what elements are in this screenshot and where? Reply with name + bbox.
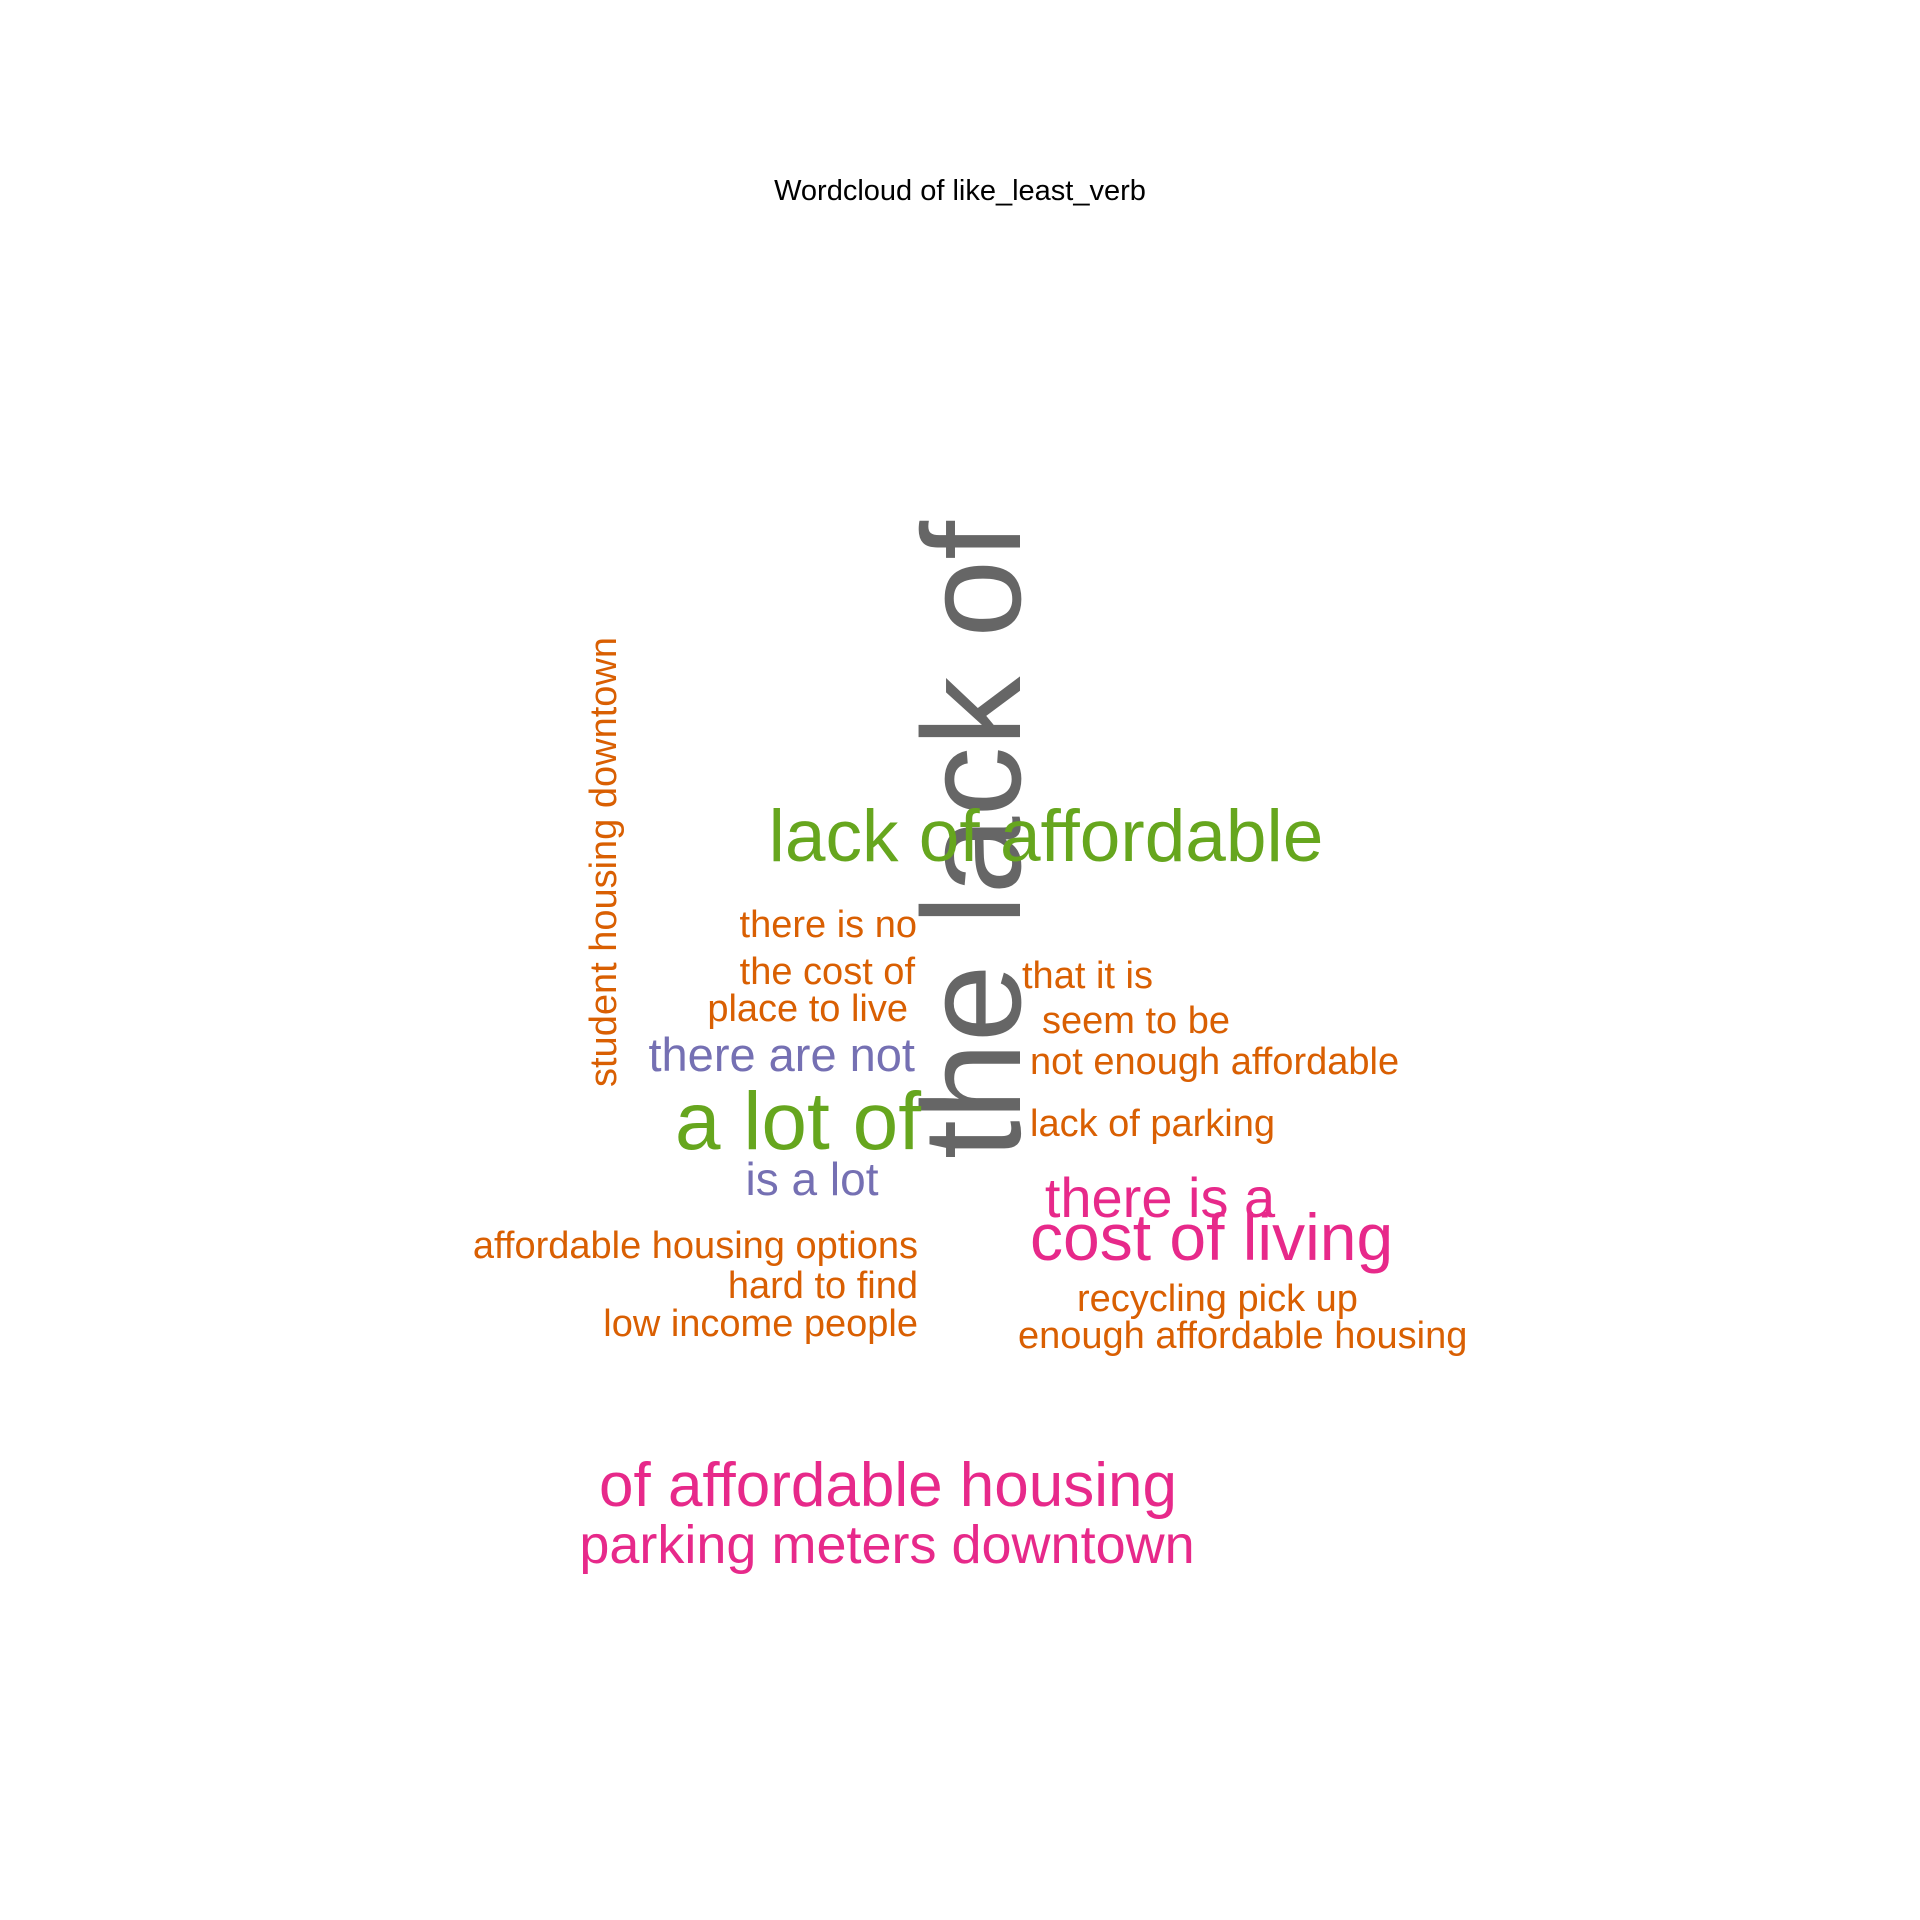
word-there-is-a: there is a bbox=[1044, 1166, 1276, 1229]
word-that-it-is: that it is bbox=[1022, 955, 1153, 997]
word-a-lot-of: a lot of bbox=[674, 1076, 921, 1167]
word-recycling-pick-up: recycling pick up bbox=[1077, 1278, 1358, 1320]
word-is-a-lot: is a lot bbox=[745, 1153, 879, 1205]
word-parking-meters-downtown: parking meters downtown bbox=[579, 1515, 1195, 1575]
word-not-enough-affordable: not enough affordable bbox=[1030, 1041, 1400, 1083]
word-low-income-people: low income people bbox=[603, 1303, 918, 1345]
word-hard-to-find: hard to find bbox=[727, 1265, 918, 1307]
word-cost-of-living: cost of living bbox=[1030, 1200, 1394, 1274]
word-there-is-no: there is no bbox=[739, 904, 917, 946]
word-affordable-housing-options: affordable housing options bbox=[472, 1225, 918, 1267]
word-student-housing-downtown: student housing downtown bbox=[583, 637, 625, 1087]
word-seem-to-be: seem to be bbox=[1042, 1000, 1230, 1042]
word-the-cost-of: the cost of bbox=[739, 951, 915, 993]
word-there-are-not: there are not bbox=[648, 1028, 915, 1081]
word-enough-affordable-housing: enough affordable housing bbox=[1018, 1315, 1468, 1357]
word-lack-of-affordable: lack of affordable bbox=[768, 796, 1324, 877]
word-of-affordable-housing: of affordable housing bbox=[599, 1451, 1177, 1520]
word-place-to-live: place to live bbox=[707, 988, 908, 1030]
word-lack-of-parking: lack of parking bbox=[1030, 1103, 1276, 1145]
chart-title: Wordcloud of like_least_verb bbox=[774, 175, 1146, 207]
